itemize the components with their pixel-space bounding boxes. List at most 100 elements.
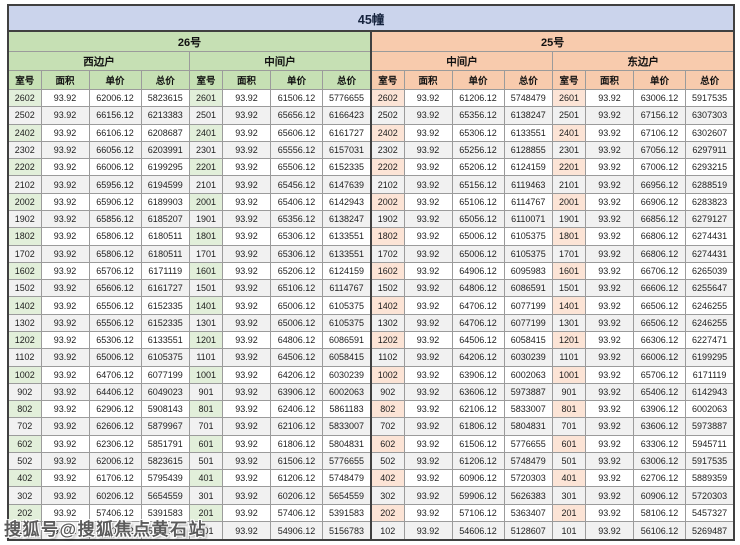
cell-room: 602: [370, 434, 405, 453]
cell-total: 5457327: [685, 503, 735, 523]
cell-area: 93.92: [403, 469, 453, 488]
cell-room: 1201: [189, 330, 223, 350]
cell-total: 5626383: [503, 486, 553, 505]
cell-total: 6227471: [685, 330, 735, 350]
cell-unit-price: 63606.12: [451, 382, 505, 402]
cell-unit-price: 66906.12: [633, 192, 686, 211]
column-header: 单价: [451, 70, 505, 90]
cell-room: 1901: [552, 209, 586, 229]
table-row: 2102 93.92 65956.12 6194599 2101 93.92 65456.1…: [7, 175, 735, 194]
cell-room: 302: [370, 486, 405, 505]
cell-unit-price: 64906.12: [451, 261, 505, 281]
cell-total: 5973887: [503, 382, 553, 402]
cell-unit-price: 63906.12: [270, 382, 323, 402]
cell-room: 2601: [552, 88, 586, 108]
cell-area: 93.92: [403, 227, 453, 246]
cell-area: 93.92: [403, 140, 453, 160]
cell-total: 6171119: [685, 365, 735, 384]
cell-unit-price: 63906.12: [633, 400, 686, 419]
cell-unit-price: 65856.12: [88, 209, 142, 229]
table-row: 1902 93.92 65856.12 6185207 1901 93.92 65356.1…: [7, 209, 735, 229]
cell-unit-price: 61206.12: [451, 88, 505, 108]
cell-unit-price: 65206.12: [270, 261, 323, 281]
table-row: 802 93.92 62906.12 5908143 801 93.92 62406.12 5…: [7, 400, 735, 419]
cell-room: 1802: [7, 227, 42, 246]
cell-room: 2001: [552, 192, 586, 211]
cell-unit-price: 62106.12: [451, 400, 505, 419]
cell-area: 93.92: [40, 279, 90, 298]
cell-room: 2601: [189, 88, 223, 108]
cell-unit-price: 65506.12: [88, 313, 142, 332]
cell-total: 6297911: [685, 140, 735, 160]
cell-area: 93.92: [222, 400, 271, 419]
cell-total: 6119463: [503, 175, 553, 194]
cell-total: 6185207: [140, 209, 190, 229]
column-header: 总价: [140, 70, 190, 90]
cell-unit-price: 66506.12: [633, 313, 686, 332]
cell-total: 5917535: [685, 88, 735, 108]
column-header: 面积: [403, 70, 453, 90]
cell-area: 93.92: [222, 123, 271, 142]
cell-unit-price: 63906.12: [451, 365, 505, 384]
cell-unit-price: 63306.12: [633, 434, 686, 453]
cell-room: 202: [7, 503, 42, 523]
cell-area: 93.92: [403, 209, 453, 229]
cell-unit-price: 64706.12: [451, 296, 505, 315]
cell-room: 1302: [370, 313, 405, 332]
table-row: 1002 93.92 64706.12 6077199 1001 93.92 64206.1…: [7, 365, 735, 384]
column-header: 单价: [88, 70, 142, 90]
cell-unit-price: 61706.12: [88, 469, 142, 488]
cell-area: 93.92: [40, 365, 90, 384]
cell-area: 93.92: [585, 434, 634, 453]
cell-room: 1502: [7, 279, 42, 298]
column-header: 室号: [7, 70, 42, 90]
title-row: 45幢: [7, 4, 735, 32]
cell-room: 2602: [7, 88, 42, 108]
cell-area: 93.92: [585, 296, 634, 315]
cell-area: 93.92: [403, 365, 453, 384]
cell-room: 601: [552, 434, 586, 453]
cell-unit-price: 66106.12: [88, 123, 142, 142]
cell-total: 6002063: [685, 400, 735, 419]
cell-area: 93.92: [222, 244, 271, 263]
cell-room: 1201: [552, 330, 586, 350]
cell-room: 902: [370, 382, 405, 402]
cell-room: 1501: [189, 279, 223, 298]
cell-area: 93.92: [222, 140, 271, 160]
cell-area: 93.92: [403, 486, 453, 505]
cell-unit-price: 65706.12: [633, 365, 686, 384]
cell-total: 6265039: [685, 261, 735, 281]
cell-unit-price: 65006.12: [270, 313, 323, 332]
cell-room: 802: [7, 400, 42, 419]
cell-total: 5861183: [322, 400, 372, 419]
cell-total: 6077199: [140, 365, 190, 384]
cell-room: 1602: [7, 261, 42, 281]
cell-total: 6199295: [685, 348, 735, 367]
cell-area: 93.92: [40, 261, 90, 281]
cell-area: 93.92: [222, 417, 271, 436]
cell-room: 2001: [189, 192, 223, 211]
cell-area: 93.92: [585, 158, 634, 177]
cell-unit-price: 62706.12: [633, 469, 686, 488]
watermark: 搜狐号@搜狐焦点黄石站: [4, 520, 208, 539]
column-header: 单价: [270, 70, 323, 90]
cell-room: 1601: [189, 261, 223, 281]
cell-total: 5748479: [322, 469, 372, 488]
cell-unit-price: 64406.12: [88, 382, 142, 402]
cell-room: 101: [189, 521, 223, 541]
cell-area: 93.92: [222, 330, 271, 350]
cell-total: 6095983: [503, 261, 553, 281]
cell-total: 5804831: [503, 417, 553, 436]
price-table: 45幢 26号 25号 西边户 中间户 中间户 东边户 室号 面积 单价 总价 室号 面积 单价 总价 室号面…: [7, 4, 736, 541]
cell-room: 102: [7, 521, 42, 541]
cell-unit-price: 62106.12: [270, 417, 323, 436]
cell-room: 1902: [370, 209, 405, 229]
cell-room: 401: [552, 469, 586, 488]
table-row: 2602 93.92 62006.12 5823615 2601 93.92 61506.1…: [7, 88, 735, 108]
cell-unit-price: 65556.12: [270, 140, 323, 160]
cell-area: 93.92: [585, 279, 634, 298]
cell-room: 1401: [552, 296, 586, 315]
column-header: 面积: [585, 70, 634, 90]
cell-unit-price: 57106.12: [451, 503, 505, 523]
cell-unit-price: 60906.12: [451, 469, 505, 488]
